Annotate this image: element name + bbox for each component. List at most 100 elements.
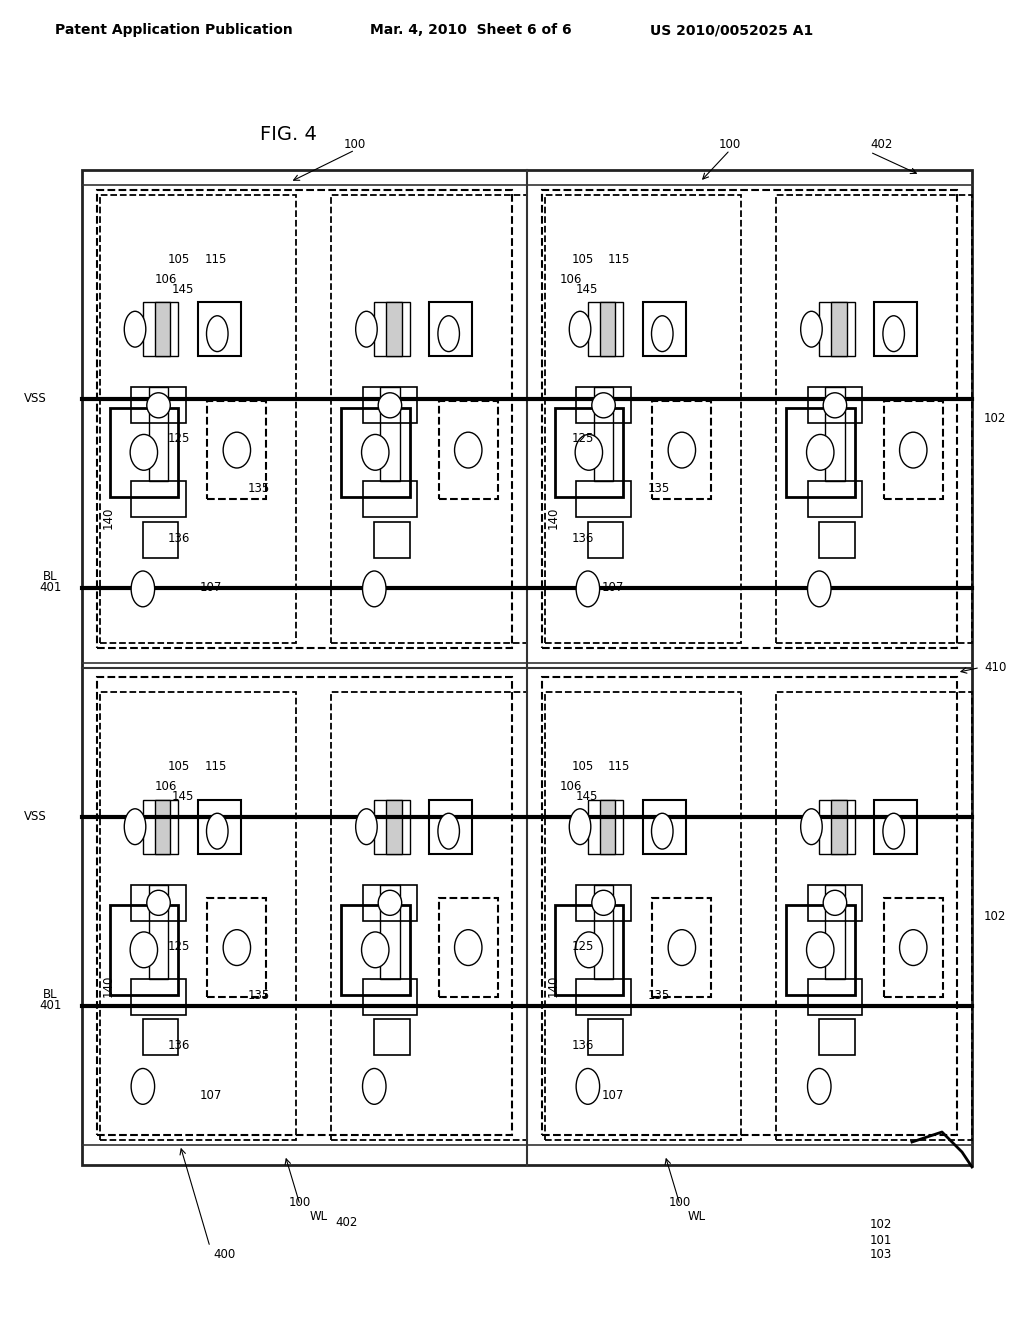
Bar [643,800,686,854]
Ellipse shape [146,393,170,418]
Bar [819,800,854,854]
Text: 101: 101 [870,1233,892,1246]
Bar [362,884,418,921]
Text: 115: 115 [205,253,227,267]
Bar [819,302,854,356]
Ellipse shape [668,432,695,469]
Ellipse shape [577,572,600,607]
Bar [99,693,296,1140]
Bar [375,521,410,557]
Bar [808,979,862,1015]
Text: 105: 105 [572,760,594,774]
Text: 125: 125 [168,432,190,445]
Bar [198,302,241,356]
Bar [155,302,170,356]
Ellipse shape [651,315,673,351]
Ellipse shape [823,890,847,915]
Ellipse shape [207,315,228,351]
Ellipse shape [223,432,251,469]
Text: 106: 106 [155,273,177,286]
Ellipse shape [455,432,482,469]
Bar [331,195,527,643]
Text: 115: 115 [608,253,631,267]
Text: 402: 402 [870,139,892,152]
Text: 135: 135 [648,990,671,1002]
Text: Mar. 4, 2010  Sheet 6 of 6: Mar. 4, 2010 Sheet 6 of 6 [370,22,571,37]
Bar [819,521,854,557]
Text: 145: 145 [575,282,598,296]
Bar [588,1019,624,1055]
Text: WL: WL [310,1210,328,1224]
Ellipse shape [592,393,615,418]
Bar [819,1019,854,1055]
Text: 140: 140 [547,974,560,997]
Bar [429,800,472,854]
Text: 100: 100 [719,139,741,152]
Text: 103: 103 [870,1249,892,1262]
Ellipse shape [569,312,591,347]
Ellipse shape [378,890,401,915]
Bar [652,401,712,499]
Bar [362,979,418,1015]
Bar [97,677,512,1135]
Bar [588,302,624,356]
Text: 100: 100 [669,1196,691,1209]
Bar [786,408,854,498]
Bar [831,302,847,356]
Bar [874,800,918,854]
Bar [545,693,740,1140]
Bar [577,979,631,1015]
Bar [808,387,862,424]
Bar [786,906,854,994]
Bar [143,800,178,854]
Text: 115: 115 [608,760,631,774]
Bar [110,906,178,994]
Text: 106: 106 [560,780,583,793]
Ellipse shape [592,890,615,915]
Text: 140: 140 [102,507,115,529]
Bar [884,401,943,499]
Bar [776,693,972,1140]
Bar [808,482,862,517]
Bar [143,1019,178,1055]
Bar [439,899,498,997]
Bar [131,482,186,517]
Bar [600,302,615,356]
Text: 410: 410 [984,661,1007,675]
Text: 105: 105 [168,760,190,774]
Ellipse shape [575,434,602,470]
Ellipse shape [131,1068,155,1105]
Text: 145: 145 [172,791,195,804]
Text: BL: BL [42,987,57,1001]
Ellipse shape [223,929,251,965]
Bar [588,800,624,854]
Ellipse shape [807,932,834,968]
Text: FIG. 4: FIG. 4 [260,125,316,144]
Text: 136: 136 [168,532,190,545]
Bar [439,401,498,499]
Text: 140: 140 [547,507,560,529]
Text: 135: 135 [648,482,671,495]
Bar [594,884,613,979]
Ellipse shape [124,312,145,347]
Text: VSS: VSS [25,392,47,405]
Ellipse shape [808,572,831,607]
Ellipse shape [438,813,460,849]
Ellipse shape [899,432,927,469]
Bar [429,302,472,356]
Bar [131,979,186,1015]
Text: 145: 145 [172,282,195,296]
Text: 125: 125 [572,940,594,953]
Bar [375,1019,410,1055]
Bar [143,521,178,557]
Bar [577,884,631,921]
Text: VSS: VSS [25,810,47,824]
Bar [148,387,168,482]
Bar [808,884,862,921]
Bar [380,884,399,979]
Bar [208,401,266,499]
Ellipse shape [131,572,155,607]
Bar [643,302,686,356]
Text: 145: 145 [575,791,598,804]
Bar [555,906,624,994]
